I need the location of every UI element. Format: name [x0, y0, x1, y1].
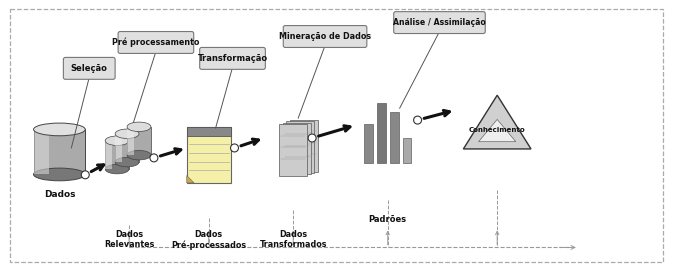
- Bar: [105, 141, 129, 169]
- Circle shape: [150, 154, 158, 162]
- FancyBboxPatch shape: [200, 47, 265, 69]
- Ellipse shape: [115, 157, 139, 167]
- Bar: [127, 127, 151, 155]
- FancyBboxPatch shape: [118, 32, 194, 53]
- Text: Dados
Transformados: Dados Transformados: [260, 230, 327, 249]
- Text: Mineração de Dados: Mineração de Dados: [279, 32, 371, 41]
- Circle shape: [414, 116, 421, 124]
- Ellipse shape: [127, 150, 151, 160]
- Ellipse shape: [34, 123, 85, 136]
- Ellipse shape: [115, 129, 139, 138]
- Text: Dados: Dados: [44, 190, 75, 199]
- Bar: [403, 138, 411, 163]
- Bar: [127, 127, 134, 155]
- Bar: [390, 112, 398, 163]
- Text: Padrões: Padrões: [369, 215, 406, 224]
- Bar: [34, 129, 49, 175]
- Bar: [115, 134, 122, 162]
- Circle shape: [81, 171, 90, 179]
- Text: Análise / Assimilação: Análise / Assimilação: [393, 18, 486, 27]
- Bar: [186, 127, 231, 136]
- Polygon shape: [464, 95, 531, 149]
- Bar: [186, 127, 231, 183]
- Text: Conhecimento: Conhecimento: [469, 127, 526, 133]
- Polygon shape: [479, 119, 516, 142]
- Circle shape: [308, 134, 316, 142]
- Circle shape: [231, 144, 238, 152]
- Bar: [286, 121, 314, 173]
- FancyBboxPatch shape: [394, 12, 485, 34]
- Ellipse shape: [105, 164, 129, 174]
- FancyBboxPatch shape: [283, 25, 367, 47]
- Bar: [279, 124, 307, 176]
- Text: Dados
Relevantes: Dados Relevantes: [104, 230, 154, 249]
- Text: Seleção: Seleção: [71, 64, 108, 73]
- Ellipse shape: [127, 122, 151, 132]
- Bar: [377, 103, 386, 163]
- Ellipse shape: [34, 168, 85, 181]
- Text: Transformação: Transformação: [197, 54, 268, 63]
- Ellipse shape: [105, 136, 129, 145]
- Bar: [105, 141, 112, 169]
- Bar: [290, 120, 318, 172]
- Bar: [364, 124, 373, 163]
- Text: Pré processamento: Pré processamento: [112, 38, 200, 47]
- Bar: [115, 134, 139, 162]
- Bar: [283, 123, 311, 175]
- Text: Dados
Pré-processados: Dados Pré-processados: [171, 230, 246, 250]
- Polygon shape: [186, 176, 194, 183]
- FancyBboxPatch shape: [63, 57, 115, 79]
- Bar: [34, 129, 85, 175]
